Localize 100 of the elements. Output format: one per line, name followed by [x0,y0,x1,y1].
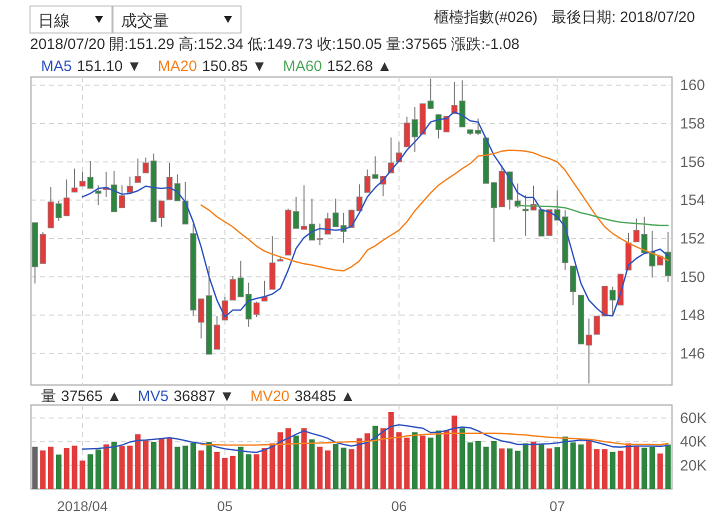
line-series [82,424,669,454]
bar [174,446,180,489]
bar [460,428,466,489]
y-tick-label: 148 [680,307,706,324]
bar [278,432,284,489]
bar [56,454,62,489]
bar [491,440,497,489]
bar [127,446,133,489]
bar [546,448,552,489]
bar [436,430,442,489]
bar [499,448,505,489]
bar [665,444,671,489]
chart-title: 櫃檯指數(#026) [434,9,538,26]
legend: MA5 151.10 ▼ MA20 150.85 ▼ MA60 152.68 ▲ [41,58,392,75]
bar [158,438,164,489]
bar [530,442,536,489]
bar [103,444,109,489]
bar [428,438,434,489]
bar [135,434,141,489]
bar [340,448,346,489]
bar [554,447,560,489]
bar [372,426,378,489]
bar [198,450,204,489]
bar [285,428,291,489]
bar [475,440,481,489]
dropdown: 成交量 [112,6,242,34]
bar [270,443,276,489]
y-tick-label: 60K [680,410,707,428]
y-tick-label: 154 [680,192,706,210]
bar [332,444,338,489]
bar [618,450,624,489]
bar [64,448,70,489]
y-tick-label: 40K [680,434,707,451]
chart-subtitle: 最後日期: 2018/07/20 [552,9,695,26]
y-tick-label: 20K [680,457,707,474]
bar [222,458,228,489]
bar [246,454,252,489]
bar [610,452,616,489]
bar [514,450,520,489]
bar [182,446,188,489]
bar [562,436,568,489]
bar [214,452,220,489]
y-tick-label: 156 [680,154,706,171]
bar [262,448,268,489]
bar [507,448,513,489]
dropdown: 日線 [30,6,112,34]
bar [388,412,394,489]
y-tick-label: 158 [680,116,706,133]
bar [72,446,78,489]
bar [412,432,418,489]
bar [356,438,362,489]
bar [324,450,331,489]
bar [602,449,608,489]
y-tick-label: 160 [680,77,706,94]
bar [238,446,244,489]
line-series [200,432,669,446]
bar [80,460,86,489]
bar [649,446,655,489]
x-tick-label: 05 [217,498,233,514]
bar [452,416,458,489]
bar [95,449,102,489]
text: 2018/07/20 開:151.29 高:152.34 低:149.73 收:150.05 量:37565 漲跌:-1.08 [30,36,520,53]
bar [538,444,544,489]
x-tick-label: 06 [391,498,407,514]
bar [142,440,149,489]
bar [348,449,354,489]
bar [40,450,46,489]
bar [166,438,172,489]
bar [522,443,528,489]
x-tick-label: 2018/04 [57,498,108,514]
bar [594,449,600,489]
bar [626,443,632,489]
bar [444,430,450,489]
bar [301,428,307,489]
bar [48,446,54,489]
bar [578,444,584,489]
bar [309,439,315,489]
bar [364,433,370,489]
bar [570,442,576,489]
bar [32,446,38,489]
x-tick-label: 07 [549,498,566,514]
bar [420,436,426,489]
bar [88,454,94,489]
bar [206,442,212,489]
bar [293,436,299,489]
bar [150,442,156,489]
bar [254,454,260,489]
bar [642,448,648,489]
bar [111,442,117,489]
y-tick-label: 152 [680,230,706,248]
bar [657,454,663,489]
bar [317,446,323,489]
bar [396,432,402,489]
bar [586,440,592,489]
legend: 量 37565 ▲ MV5 36887 ▼ MV20 38485 ▲ [41,388,356,405]
bar [380,428,386,489]
bar [404,438,410,489]
bar [119,446,125,489]
bar [467,442,473,489]
bar [483,446,489,489]
